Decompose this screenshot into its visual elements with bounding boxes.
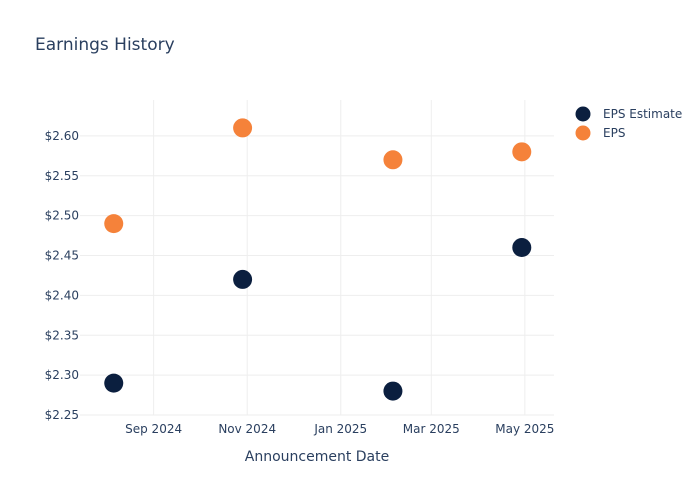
eps-point: [512, 142, 532, 162]
eps-point: [233, 118, 253, 138]
eps-point: [104, 214, 124, 234]
y-tick-label: $2.45: [45, 249, 79, 263]
eps-estimate-point: [104, 373, 124, 393]
y-tick-label: $2.30: [45, 368, 79, 382]
grid: [80, 100, 554, 416]
y-tick-label: $2.60: [45, 129, 79, 143]
legend-marker: [575, 125, 591, 141]
legend-label: EPS: [603, 126, 625, 140]
y-tick-label: $2.40: [45, 288, 79, 302]
legend-label: EPS Estimate: [603, 107, 682, 121]
x-tick-label: Mar 2025: [403, 422, 460, 436]
eps-point: [383, 150, 403, 170]
eps-estimate-point: [512, 238, 532, 258]
x-tick-label: Nov 2024: [218, 422, 276, 436]
eps-estimate-point: [233, 269, 253, 289]
y-tick-label: $2.55: [45, 169, 79, 183]
y-tick-label: $2.50: [45, 209, 79, 223]
y-tick-label: $2.25: [45, 408, 79, 422]
data-points: [104, 118, 532, 401]
y-axis-ticks: $2.25 $2.30 $2.35 $2.40 $2.45 $2.50 $2.55 $2.60: [45, 129, 79, 422]
legend: EPS Estimate EPS: [575, 106, 682, 141]
x-axis-title: Announcement Date: [245, 449, 389, 465]
legend-marker: [575, 106, 591, 122]
chart-title: Earnings History: [35, 35, 175, 55]
y-tick-label: $2.35: [45, 328, 79, 342]
x-axis-ticks: Sep 2024 Nov 2024 Jan 2025 Mar 2025 May 2025: [125, 422, 554, 436]
x-tick-label: May 2025: [495, 422, 554, 436]
x-tick-label: Sep 2024: [125, 422, 182, 436]
x-tick-label: Jan 2025: [313, 422, 367, 436]
eps-estimate-point: [383, 381, 403, 401]
